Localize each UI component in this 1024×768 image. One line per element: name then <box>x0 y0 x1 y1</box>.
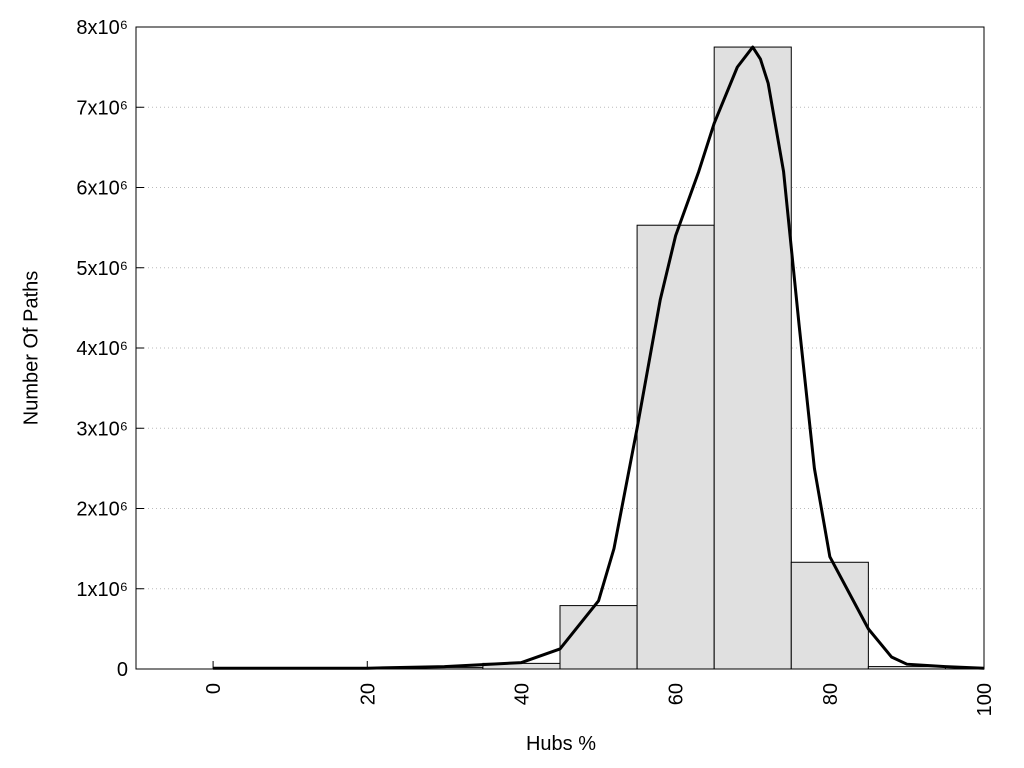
y-tick-label: 0 <box>117 659 128 681</box>
x-tick-label: 80 <box>820 683 842 705</box>
y-tick-label: 3x10⁶ <box>76 418 128 440</box>
y-tick-label: 1x10⁶ <box>76 579 128 601</box>
plot-frame <box>135 26 985 670</box>
y-tick-label: 2x10⁶ <box>76 499 128 521</box>
bar <box>790 561 869 670</box>
bar <box>636 224 715 670</box>
y-tick-label: 6x10⁶ <box>76 178 128 200</box>
x-axis-label: Hubs % <box>526 733 596 755</box>
y-tick-label: 5x10⁶ <box>76 258 128 280</box>
x-tick-label: 60 <box>666 683 688 705</box>
curve <box>213 45 985 670</box>
y-tick-label: 4x10⁶ <box>76 338 128 360</box>
x-tick-label: 40 <box>511 683 533 705</box>
y-axis-label: Number Of Paths <box>20 271 42 426</box>
x-tick-label: 20 <box>357 683 379 705</box>
x-tick-label: 0 <box>203 683 225 694</box>
x-tick-label: 100 <box>974 683 996 716</box>
bar <box>559 605 638 670</box>
y-tick-label: 7x10⁶ <box>76 97 128 119</box>
y-tick-label: 8x10⁶ <box>76 17 128 39</box>
bar <box>713 46 792 670</box>
